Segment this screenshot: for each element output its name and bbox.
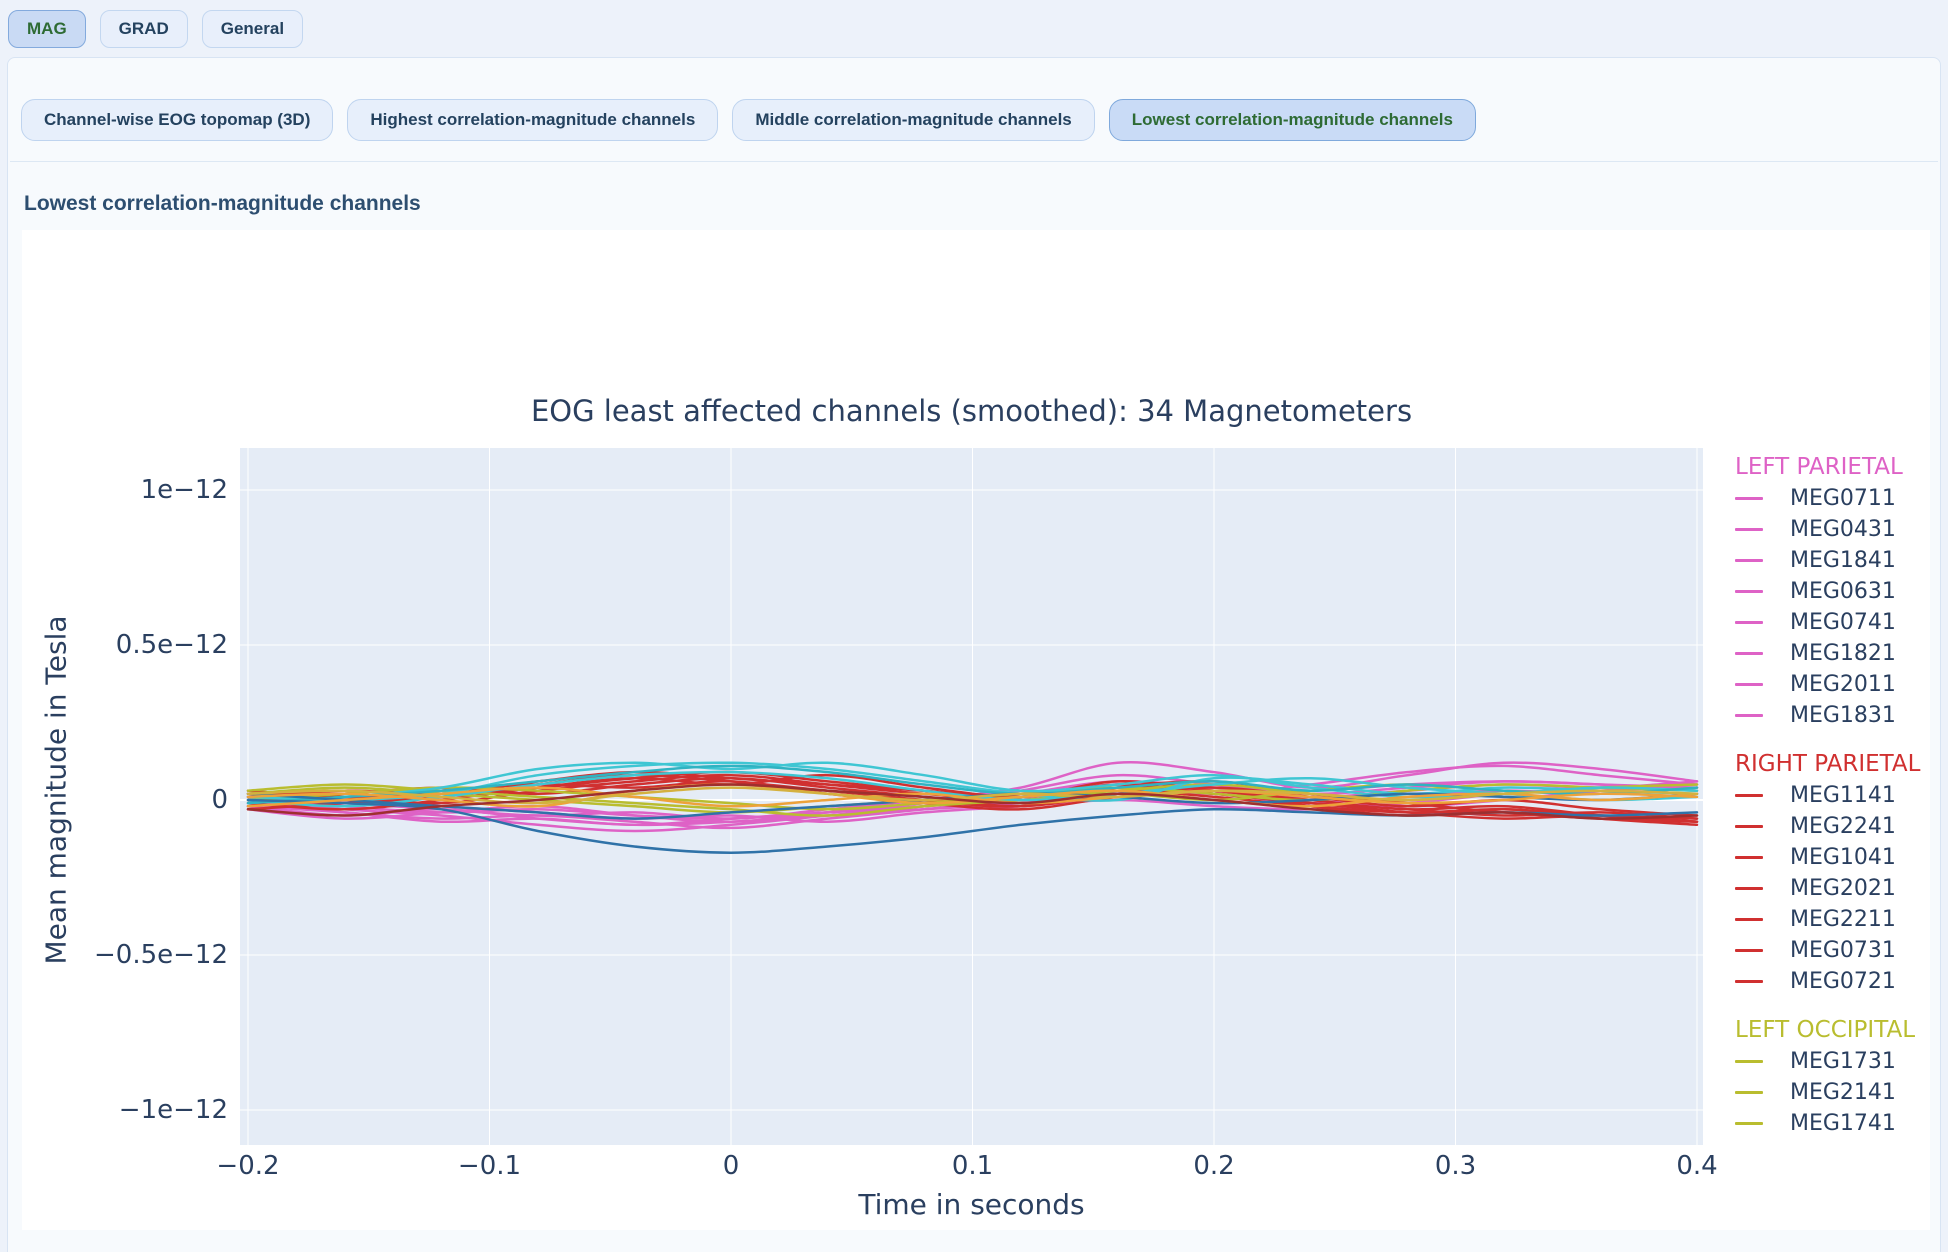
legend-item-label: MEG2141 xyxy=(1790,1080,1896,1105)
legend-item-label: MEG1841 xyxy=(1790,548,1896,573)
legend-group-title[interactable]: RIGHT PARIETAL xyxy=(1735,751,1921,777)
legend-group-title[interactable]: LEFT OCCIPITAL xyxy=(1735,1017,1916,1043)
y-tick-label: −1e−12 xyxy=(118,1095,228,1125)
x-tick-label: 0.4 xyxy=(1676,1151,1718,1181)
x-axis-title: Time in seconds xyxy=(858,1188,1085,1221)
section-title: Lowest correlation-magnitude channels xyxy=(24,192,421,215)
x-tick-label: 0 xyxy=(722,1151,740,1181)
filter-button-highest-correlation-magnitude-channels[interactable]: Highest correlation-magnitude channels xyxy=(347,99,719,141)
trace xyxy=(246,786,1699,808)
legend-line-swatch xyxy=(1735,856,1763,859)
legend-item-label: MEG1141 xyxy=(1790,783,1896,808)
x-tick-label: −0.2 xyxy=(216,1151,280,1181)
legend-line-swatch xyxy=(1735,980,1763,983)
legend-item-label: MEG1831 xyxy=(1790,703,1896,728)
legend-item-label: MEG0721 xyxy=(1790,969,1896,994)
legend-item-label: MEG1821 xyxy=(1790,641,1896,666)
trace xyxy=(246,764,1699,805)
legend-line-swatch xyxy=(1735,1122,1763,1125)
legend-item-label: MEG0431 xyxy=(1790,517,1896,542)
chart-legend: LEFT PARIETAL MEG0711 MEG0431 MEG1841 MEG063… xyxy=(1735,452,1920,1157)
traces-canvas xyxy=(240,448,1703,1145)
legend-item-meg2021[interactable]: MEG2021 xyxy=(1735,873,1920,904)
legend-item-label: MEG0741 xyxy=(1790,610,1896,635)
legend-line-swatch xyxy=(1735,949,1763,952)
legend-line-swatch xyxy=(1735,621,1763,624)
tab-general[interactable]: General xyxy=(201,10,304,48)
chart-title: EOG least affected channels (smoothed): … xyxy=(530,394,1413,428)
legend-item-meg0721[interactable]: MEG0721 xyxy=(1735,966,1920,997)
legend-line-swatch xyxy=(1735,1060,1763,1063)
legend-line-swatch xyxy=(1735,714,1763,717)
legend-line-swatch xyxy=(1735,794,1763,797)
legend-item-meg0711[interactable]: MEG0711 xyxy=(1735,483,1920,514)
legend-line-swatch xyxy=(1735,590,1763,593)
filter-button-lowest-correlation-magnitude-channels[interactable]: Lowest correlation-magnitude channels xyxy=(1108,99,1476,141)
legend-item-meg2011[interactable]: MEG2011 xyxy=(1735,669,1920,700)
x-tick-label: 0.3 xyxy=(1434,1151,1477,1181)
legend-item-meg0431[interactable]: MEG0431 xyxy=(1735,514,1920,545)
trace xyxy=(246,786,1699,805)
tab-mag[interactable]: MAG xyxy=(8,10,86,48)
legend-item-label: MEG2011 xyxy=(1790,672,1896,697)
filter-button-channel-wise-eog-topomap-3d-[interactable]: Channel-wise EOG topomap (3D) xyxy=(21,99,334,141)
legend-item-meg0631[interactable]: MEG0631 xyxy=(1735,576,1920,607)
legend-item-meg1041[interactable]: MEG1041 xyxy=(1735,842,1920,873)
legend-item-label: MEG2241 xyxy=(1790,814,1896,839)
legend-group-left-parietal: LEFT PARIETAL MEG0711 MEG0431 MEG1841 MEG063… xyxy=(1735,452,1920,731)
legend-item-label: MEG2021 xyxy=(1790,876,1896,901)
legend-group-right-parietal: RIGHT PARIETAL MEG1141 MEG2241 MEG1041 MEG20… xyxy=(1735,749,1920,997)
legend-item-meg1141[interactable]: MEG1141 xyxy=(1735,780,1920,811)
view-tabs: MAG GRAD General xyxy=(0,0,1948,57)
legend-line-swatch xyxy=(1735,918,1763,921)
content-card: Channel-wise EOG topomap (3D) Highest cor… xyxy=(7,57,1941,1252)
x-tick-label: 0.1 xyxy=(951,1151,994,1181)
legend-item-meg1821[interactable]: MEG1821 xyxy=(1735,638,1920,669)
legend-item-meg1731[interactable]: MEG1731 xyxy=(1735,1046,1920,1077)
filter-button-middle-correlation-magnitude-channels[interactable]: Middle correlation-magnitude channels xyxy=(732,99,1095,141)
trace xyxy=(246,783,1699,820)
plot-area[interactable] xyxy=(240,448,1703,1145)
filter-buttons: Channel-wise EOG topomap (3D) Highest cor… xyxy=(8,58,1940,161)
legend-item-meg1841[interactable]: MEG1841 xyxy=(1735,545,1920,576)
legend-item-meg2141[interactable]: MEG2141 xyxy=(1735,1077,1920,1108)
legend-item-meg1741[interactable]: MEG1741 xyxy=(1735,1108,1920,1139)
legend-item-label: MEG1731 xyxy=(1790,1049,1896,1074)
legend-item-meg2211[interactable]: MEG2211 xyxy=(1735,904,1920,935)
legend-group-left-occipital: LEFT OCCIPITAL MEG1731 MEG2141 MEG1741 xyxy=(1735,1015,1920,1139)
legend-item-label: MEG0711 xyxy=(1790,486,1896,511)
tab-grad[interactable]: GRAD xyxy=(99,10,188,48)
legend-item-label: MEG1741 xyxy=(1790,1111,1896,1136)
legend-item-label: MEG0731 xyxy=(1790,938,1896,963)
legend-group-title[interactable]: LEFT PARIETAL xyxy=(1735,454,1903,480)
legend-item-label: MEG2211 xyxy=(1790,907,1896,932)
legend-item-label: MEG1041 xyxy=(1790,845,1896,870)
divider xyxy=(10,161,1938,162)
y-tick-label: −0.5e−12 xyxy=(94,940,228,970)
legend-line-swatch xyxy=(1735,497,1763,500)
legend-line-swatch xyxy=(1735,825,1763,828)
legend-item-meg1831[interactable]: MEG1831 xyxy=(1735,700,1920,731)
legend-line-swatch xyxy=(1735,887,1763,890)
legend-line-swatch xyxy=(1735,528,1763,531)
x-tick-label: −0.1 xyxy=(457,1151,522,1181)
chart-figure: EOG least affected channels (smoothed): … xyxy=(22,230,1930,1230)
x-tick-label: 0.2 xyxy=(1193,1151,1235,1181)
legend-item-meg2241[interactable]: MEG2241 xyxy=(1735,811,1920,842)
legend-item-meg0741[interactable]: MEG0741 xyxy=(1735,607,1920,638)
legend-item-meg0731[interactable]: MEG0731 xyxy=(1735,935,1920,966)
y-tick-label: 0.5e−12 xyxy=(115,630,228,660)
y-tick-label: 0 xyxy=(211,785,228,815)
legend-line-swatch xyxy=(1735,683,1763,686)
legend-line-swatch xyxy=(1735,652,1763,655)
legend-line-swatch xyxy=(1735,559,1763,562)
y-tick-label: 1e−12 xyxy=(140,475,228,505)
legend-item-label: MEG0631 xyxy=(1790,579,1896,604)
legend-line-swatch xyxy=(1735,1091,1763,1094)
